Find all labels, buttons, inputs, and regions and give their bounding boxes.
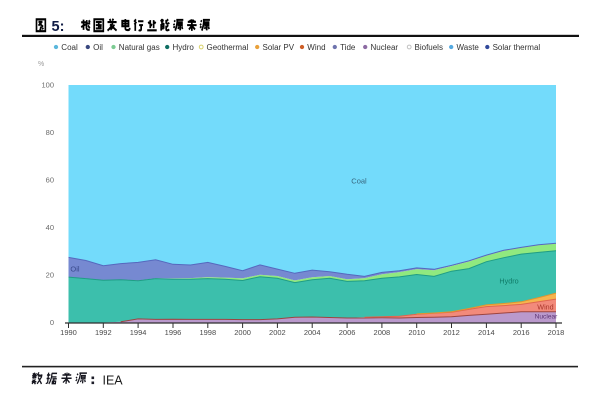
svg-text:2014: 2014	[478, 328, 495, 337]
svg-text:0: 0	[50, 318, 54, 327]
svg-text:Solar thermal: Solar thermal	[493, 43, 541, 52]
svg-text:Oil: Oil	[70, 265, 80, 274]
svg-text:20: 20	[46, 271, 54, 280]
svg-text:2004: 2004	[304, 328, 321, 337]
svg-text:2008: 2008	[374, 328, 391, 337]
svg-text:Tide: Tide	[340, 43, 356, 52]
svg-text:100: 100	[41, 81, 54, 90]
svg-text:2012: 2012	[443, 328, 460, 337]
svg-text:Natural gas: Natural gas	[119, 43, 160, 52]
svg-text:Waste: Waste	[457, 43, 480, 52]
svg-text:Coal: Coal	[351, 177, 367, 186]
svg-text:IEA: IEA	[103, 374, 124, 388]
svg-text:Nuclear: Nuclear	[535, 314, 559, 321]
svg-text:2002: 2002	[269, 328, 286, 337]
svg-text:1998: 1998	[199, 328, 216, 337]
svg-text:2016: 2016	[513, 328, 530, 337]
svg-text:Solar PV: Solar PV	[263, 43, 295, 52]
svg-text:Hydro: Hydro	[499, 276, 518, 285]
svg-text:2000: 2000	[234, 328, 251, 337]
svg-text:Hydro: Hydro	[173, 43, 195, 52]
svg-text:Biofuels: Biofuels	[415, 43, 443, 52]
svg-text:Wind: Wind	[307, 43, 325, 52]
svg-text:5:: 5:	[52, 19, 65, 35]
svg-text:1996: 1996	[165, 328, 182, 337]
svg-text:40: 40	[46, 223, 54, 232]
svg-text:Coal: Coal	[61, 43, 78, 52]
svg-text:60: 60	[46, 176, 54, 185]
svg-text:Geothermal: Geothermal	[207, 43, 249, 52]
svg-text:Wind: Wind	[537, 302, 553, 311]
svg-text:2006: 2006	[339, 328, 356, 337]
svg-text:%: %	[38, 61, 44, 68]
svg-text:Oil: Oil	[93, 43, 103, 52]
svg-text:1994: 1994	[130, 328, 147, 337]
svg-text:2018: 2018	[548, 328, 565, 337]
svg-text:1990: 1990	[60, 328, 77, 337]
svg-text:1992: 1992	[95, 328, 112, 337]
svg-text:80: 80	[46, 128, 54, 137]
svg-text:Nuclear: Nuclear	[371, 43, 399, 52]
svg-text:2010: 2010	[408, 328, 425, 337]
